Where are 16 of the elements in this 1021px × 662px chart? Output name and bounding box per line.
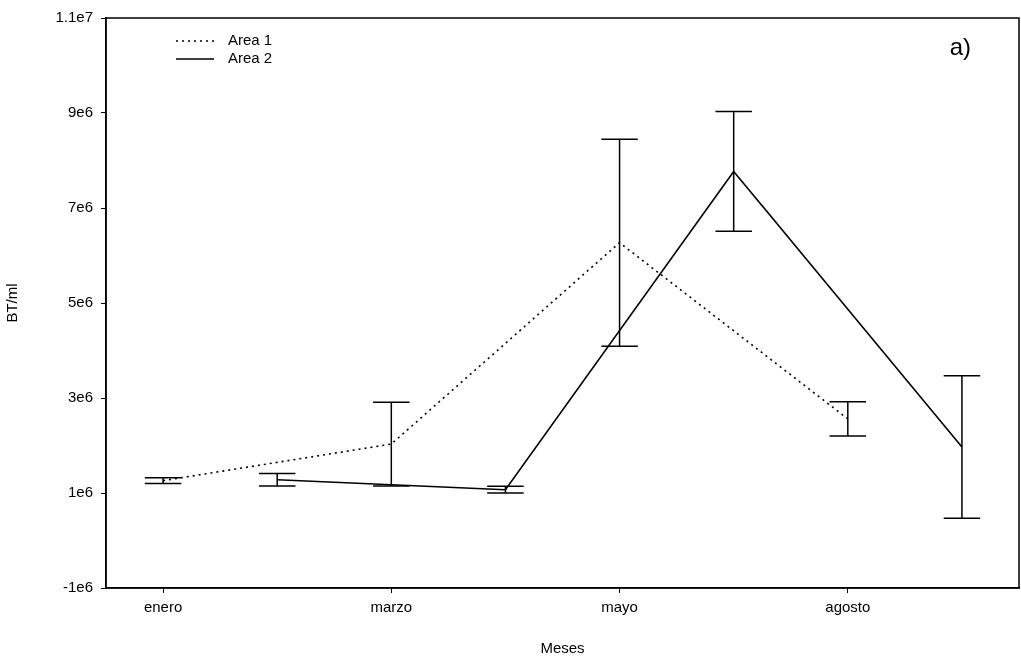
x-tick-label: marzo: [370, 598, 413, 616]
legend-label: Area 1: [228, 31, 273, 49]
y-tick-label: 9e6: [67, 103, 93, 121]
x-axis-title: Meses: [540, 639, 585, 657]
y-tick-label: 3e6: [67, 388, 93, 406]
y-tick-label: 7e6: [67, 198, 93, 216]
x-tick-label: agosto: [825, 598, 871, 616]
y-axis-title: BT/ml: [3, 283, 21, 323]
annotation: a): [949, 32, 971, 60]
y-tick-label: 5e6: [67, 293, 93, 311]
legend-label: Area 2: [228, 49, 273, 67]
y-tick-label: 1.1e7: [55, 8, 93, 26]
y-tick-label: -1e6: [62, 578, 93, 596]
x-tick-label: mayo: [601, 598, 638, 616]
x-tick-label: enero: [143, 598, 183, 616]
y-tick-label: 1e6: [67, 483, 93, 501]
